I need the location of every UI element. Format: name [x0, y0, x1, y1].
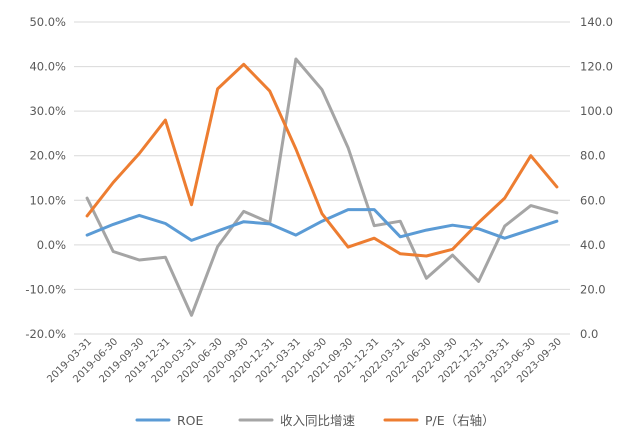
legend-label: P/E（右轴） — [425, 413, 495, 428]
left-y-tick-label: 0.0% — [37, 238, 66, 252]
legend: ROE 收入同比增速 P/E（右轴） — [135, 413, 495, 428]
legend-label: ROE — [177, 413, 204, 428]
series-line-1 — [85, 57, 559, 317]
series-line-0 — [85, 208, 559, 242]
right-y-tick-label: 80.0 — [580, 149, 606, 163]
left-y-axis: -20.0% -10.0% 0.0% 10.0% 20.0% 30.0% 40.0% 50.0… — [25, 15, 66, 341]
right-y-tick-label: 100.0 — [580, 104, 613, 118]
right-y-tick-label: 40.0 — [580, 238, 606, 252]
right-y-tick-label: 0.0 — [580, 327, 598, 341]
left-y-tick-label: 50.0% — [29, 15, 66, 29]
left-y-tick-label: 40.0% — [29, 60, 66, 74]
right-y-axis: 0.0 20.0 40.0 60.0 80.0 100.0 120.0 140.0 — [580, 15, 613, 341]
series-lines — [85, 57, 559, 317]
x-axis: 2019-03-312019-06-302019-09-302019-12-31… — [45, 336, 564, 385]
series-line-2 — [85, 62, 559, 258]
left-y-tick-label: -20.0% — [25, 327, 66, 341]
left-y-tick-label: 10.0% — [29, 193, 66, 207]
left-y-tick-label: 20.0% — [29, 149, 66, 163]
right-y-tick-label: 120.0 — [580, 60, 613, 74]
right-y-tick-label: 20.0 — [580, 282, 606, 296]
right-y-tick-label: 60.0 — [580, 193, 606, 207]
gridlines — [74, 21, 570, 335]
right-y-tick-label: 140.0 — [580, 15, 613, 29]
legend-label: 收入同比增速 — [280, 413, 356, 428]
left-y-tick-label: 30.0% — [29, 104, 66, 118]
left-y-tick-label: -10.0% — [25, 282, 66, 296]
